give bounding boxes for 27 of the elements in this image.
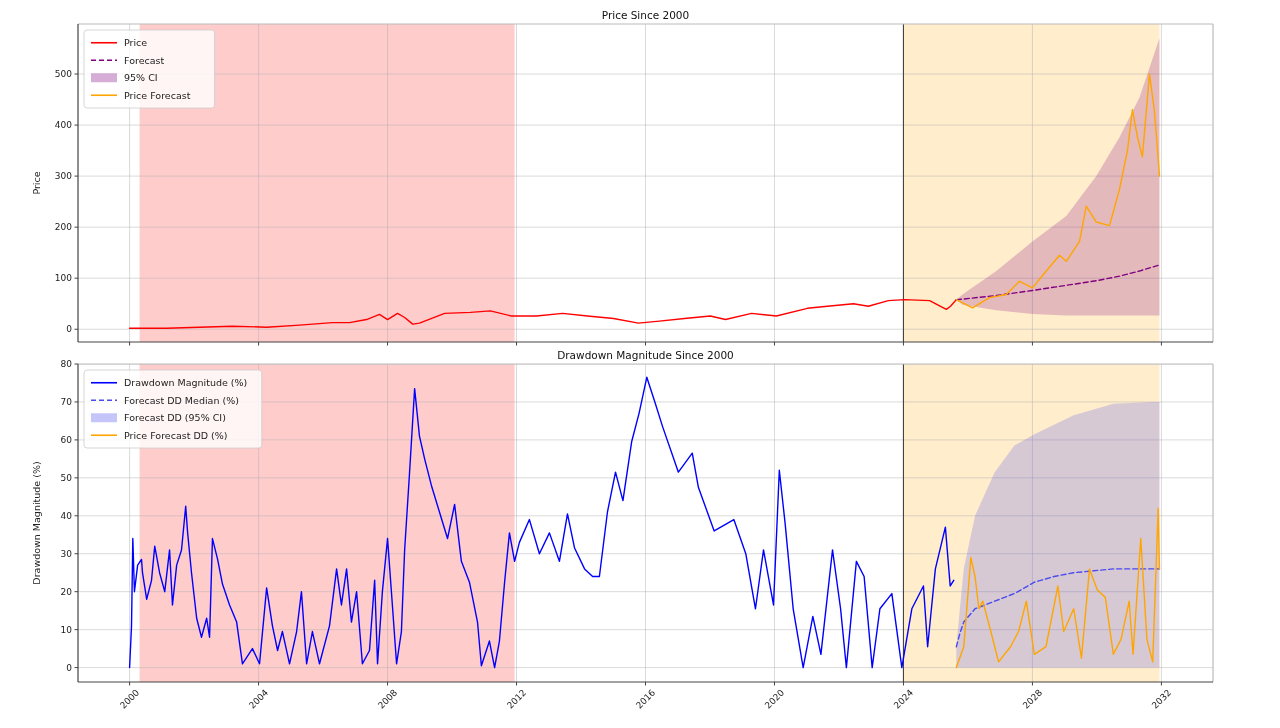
legend-label: Drawdown Magnitude (%) bbox=[124, 377, 248, 389]
annotation: Forecast DD (95% CI) bbox=[124, 412, 226, 424]
y-tick-label: 400 bbox=[54, 120, 73, 131]
y-tick-label: 10 bbox=[60, 624, 73, 635]
y-tick-label: 300 bbox=[54, 171, 73, 182]
y-tick-label: 40 bbox=[60, 510, 73, 521]
y-tick-label: 0 bbox=[66, 324, 73, 335]
y-tick-label: 20 bbox=[60, 586, 73, 597]
y-tick-label: 200 bbox=[54, 222, 73, 233]
legend-label: Price bbox=[124, 37, 148, 49]
legend-label: Forecast DD Median (%) bbox=[124, 394, 239, 406]
legend-label: Price Forecast bbox=[124, 89, 191, 101]
chart-title: Price Since 2000 bbox=[601, 9, 690, 21]
legend-label: Price Forecast DD (%) bbox=[124, 429, 228, 441]
y-tick-label: 80 bbox=[60, 359, 73, 370]
y-tick-label: 60 bbox=[60, 435, 73, 446]
chart-title: Drawdown Magnitude Since 2000 bbox=[557, 349, 734, 361]
y-axis-title: Price bbox=[31, 171, 42, 195]
y-tick-label: 70 bbox=[60, 397, 73, 408]
y-tick-label: 500 bbox=[54, 69, 73, 80]
annotation: 95% CI bbox=[124, 72, 158, 84]
legend-label: Forecast bbox=[124, 54, 165, 66]
y-axis-title: Drawdown Magnitude (%) bbox=[31, 461, 42, 585]
y-tick-label: 30 bbox=[60, 548, 73, 559]
y-tick-label: 50 bbox=[60, 472, 73, 483]
y-tick-label: 100 bbox=[54, 273, 73, 284]
y-tick-label: 0 bbox=[66, 662, 73, 673]
